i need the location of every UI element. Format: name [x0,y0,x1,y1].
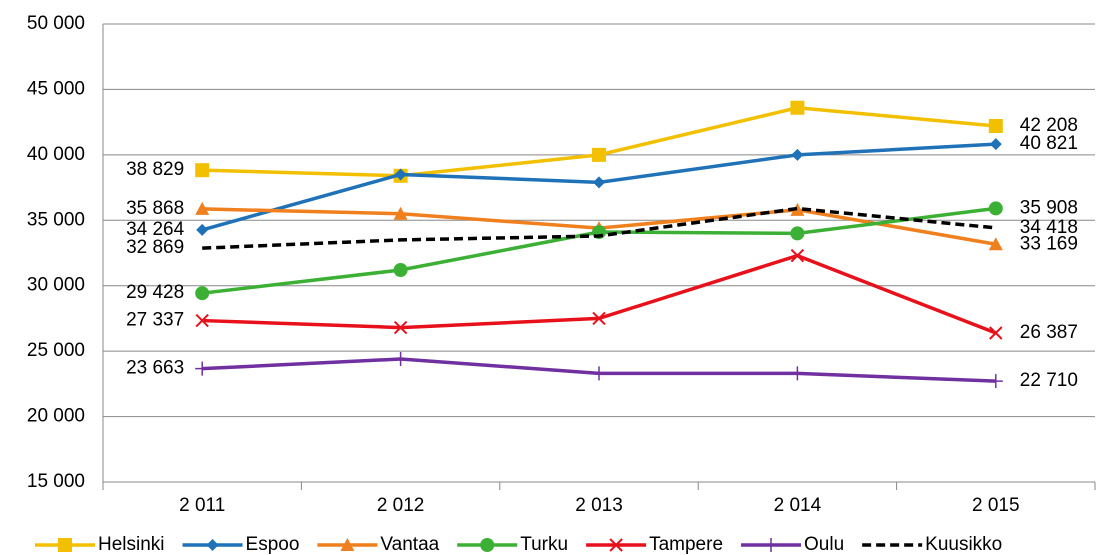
data-label: 29 428 [126,282,184,303]
legend-marker [58,538,72,552]
y-tick-label: 20 000 [27,406,85,427]
legend-label: Oulu [804,534,844,555]
point-marker [393,351,408,366]
data-label: 26 387 [1020,322,1078,343]
data-label: 33 169 [1020,233,1078,254]
point-marker [593,176,605,189]
point-marker [195,313,209,328]
point-marker [988,374,1003,389]
point-marker [989,138,1002,151]
point-marker [790,366,805,381]
point-marker [394,168,407,181]
point-marker [988,237,1003,251]
point-marker [988,118,1003,133]
point-marker [790,100,805,115]
point-marker [195,163,210,178]
legend-label: Espoo [246,534,300,555]
point-marker [988,201,1003,216]
legend-label: Tampere [649,534,723,555]
legend-marker [480,538,495,552]
x-tick-label: 2 014 [774,495,822,516]
data-label: 32 869 [126,237,184,258]
data-label: 27 337 [126,310,184,331]
point-marker [196,223,209,236]
point-marker [393,320,408,335]
legend-marker [206,539,219,551]
point-marker [393,263,408,278]
x-tick-label: 2 012 [377,495,425,516]
point-marker [790,226,805,241]
y-tick-label: 45 000 [27,78,85,99]
point-marker [195,286,210,301]
series-line [202,206,996,250]
point-marker [393,206,408,220]
series-line [201,206,997,295]
series-line [202,253,997,335]
data-label: 40 821 [1020,133,1078,154]
data-label: 35 908 [1020,197,1078,218]
point-marker [791,148,804,161]
data-label: 38 829 [126,159,184,180]
point-marker [592,366,606,381]
data-label: 34 264 [126,219,185,240]
legend-label: Kuusikko [925,534,1002,555]
legend-label: Vantaa [380,534,439,555]
y-tick-label: 40 000 [27,144,85,165]
data-label: 35 868 [126,198,184,219]
point-marker [790,248,805,263]
x-tick-label: 2 011 [179,495,225,516]
point-marker [592,311,606,326]
y-tick-label: 50 000 [27,13,85,34]
data-label: 23 663 [126,358,184,379]
data-label: 34 418 [1020,217,1078,238]
legend-label: Helsinki [98,534,165,555]
data-label: 22 710 [1020,370,1078,391]
legend-marker [340,538,355,551]
x-tick-label: 2 013 [575,495,623,516]
y-tick-label: 25 000 [27,340,85,361]
x-tick-label: 2 015 [972,495,1020,516]
legend-label: Turku [520,534,568,555]
point-marker [790,202,805,216]
y-tick-label: 35 000 [27,209,85,230]
point-marker [592,147,606,162]
legend-marker [764,538,779,552]
legend-marker [609,538,623,552]
point-marker [195,361,210,376]
y-tick-label: 30 000 [27,275,85,296]
data-label: 42 208 [1020,115,1078,136]
series-line [202,105,996,178]
point-marker [195,201,210,215]
y-tick-label: 15 000 [27,471,85,492]
point-marker [989,326,1003,340]
